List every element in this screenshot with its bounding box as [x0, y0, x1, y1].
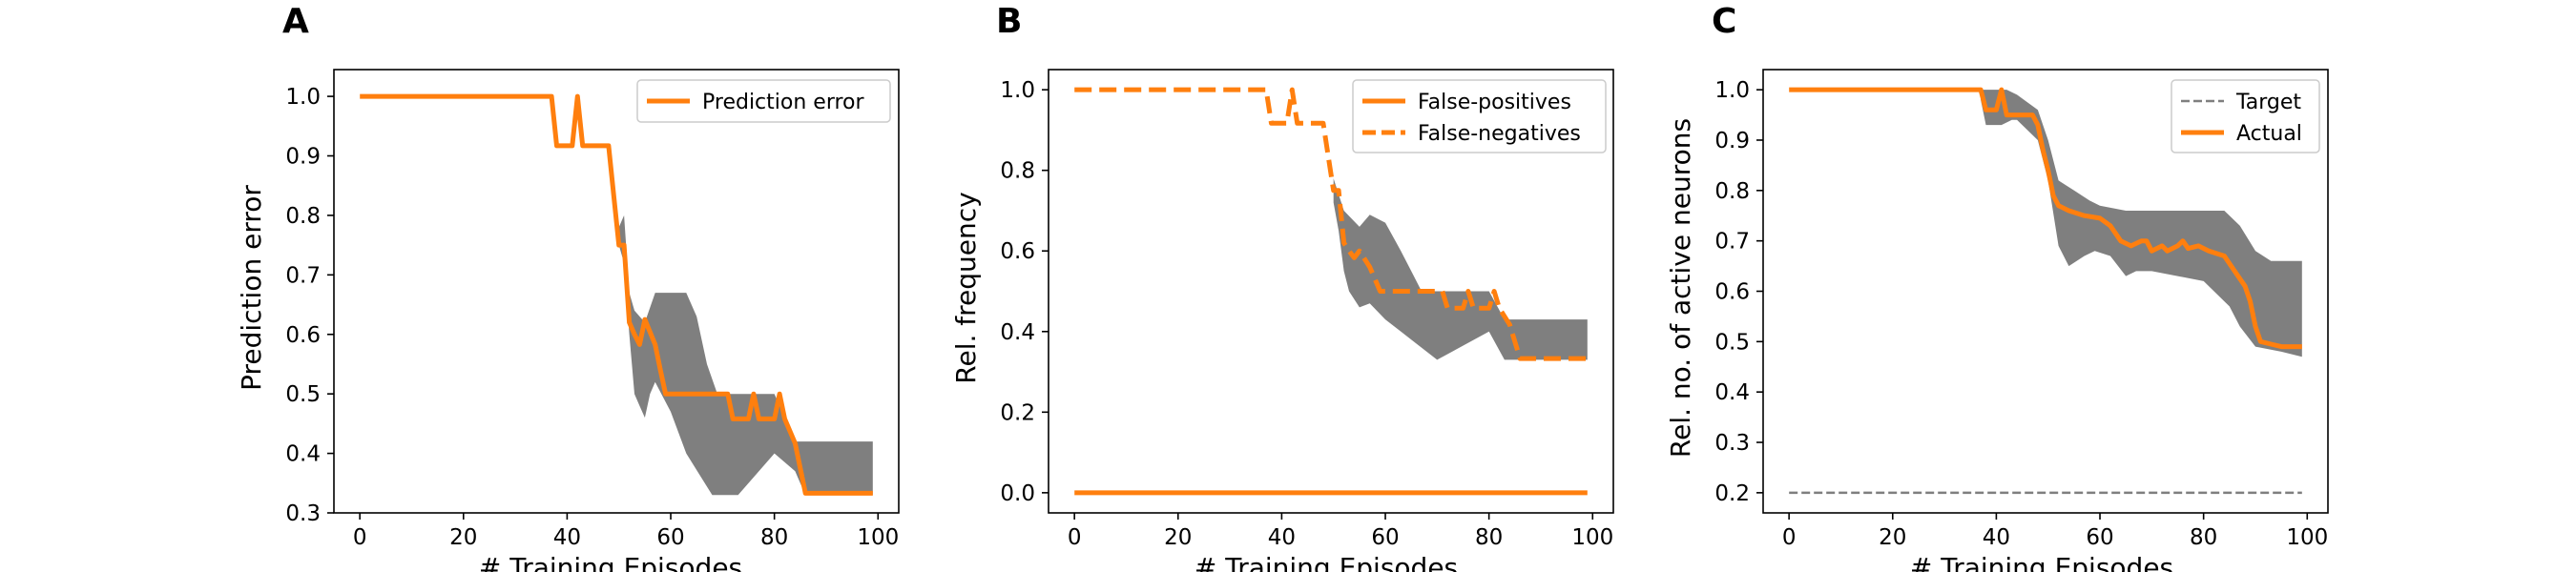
panel-a-x-tick-label: 60 — [656, 525, 684, 550]
panel-b-x-tick-label: 20 — [1164, 525, 1192, 550]
panel-c-y-tick-label: 0.6 — [1714, 280, 1750, 305]
panel-b: B 0 20 40 60 80 100 0.0 0.2 0.4 0.6 0.8 1.0 False-po… — [950, 2, 1614, 572]
panel-b-std-band — [1333, 178, 1588, 360]
panel-b-y-tick-label: 0.8 — [1000, 159, 1035, 184]
panel-b-x-tick-label: 0 — [1068, 525, 1082, 550]
panel-c-legend-label: Target — [2235, 91, 2301, 114]
panel-c-y-tick-label: 0.9 — [1714, 129, 1750, 153]
panel-b-x-tick-label: 60 — [1371, 525, 1399, 550]
panel-a-y-tick-label: 0.6 — [285, 323, 321, 348]
panel-c-y-tick-label: 0.7 — [1714, 230, 1750, 255]
panel-c-letter: C — [1712, 2, 1736, 41]
panel-a-y-tick-label: 0.7 — [285, 263, 321, 288]
panel-b-y-tick-label: 0.2 — [1000, 400, 1035, 425]
panel-b-y-tick-label: 0.0 — [1000, 481, 1035, 506]
panel-c-plot: 0 20 40 60 80 100 0.2 0.3 0.4 0.5 0.6 0.7 0.8 0.9 1.0 T… — [1714, 69, 2329, 550]
panel-a-y-tick-label: 0.5 — [285, 382, 321, 407]
panel-c-y-tick-label: 0.5 — [1714, 330, 1750, 355]
panel-a-ylabel: Prediction error — [236, 185, 267, 391]
panel-c-x-tick-label: 40 — [1983, 525, 2010, 550]
panel-a-y-tick-label: 0.4 — [285, 442, 321, 467]
panel-c-x-tick-label: 0 — [1782, 525, 1797, 550]
panel-c-x-tick-label: 20 — [1879, 525, 1906, 550]
panel-a-letter: A — [282, 2, 309, 41]
panel-a-std-band — [618, 214, 873, 496]
panel-a-y-tick-label: 0.3 — [285, 501, 321, 526]
panel-b-y-tick-label: 0.4 — [1000, 320, 1035, 345]
panel-c-legend: Target Actual — [2171, 79, 2320, 153]
panel-b-x-tick-label: 100 — [1571, 525, 1613, 550]
panel-a-x-tick-label: 80 — [760, 525, 788, 550]
panel-a: A 0 20 40 60 80 100 0.3 0.4 0.5 0.6 0.7 0.8 0.9 1.0 Pr… — [236, 2, 900, 572]
panel-b-y-tick-label: 1.0 — [1000, 78, 1035, 103]
panel-c-ylabel: Rel. no. of active neurons — [1665, 118, 1696, 458]
panel-a-x-tick-label: 40 — [553, 525, 581, 550]
panel-a-xlabel: # Training Episodes — [479, 552, 742, 572]
panel-a-y-tick-label: 0.8 — [285, 204, 321, 229]
panel-c: C 0 20 40 60 80 100 0.2 0.3 0.4 0.5 0.6 0.7 0.8 0.9 1.… — [1665, 2, 2329, 572]
panel-b-plot: 0 20 40 60 80 100 0.0 0.2 0.4 0.6 0.8 1.0 False-posi… — [1000, 69, 1614, 550]
panel-c-legend-label: Actual — [2236, 122, 2302, 146]
panel-b-series-false-negatives-line — [1074, 87, 1588, 361]
panel-c-x-tick-label: 100 — [2286, 525, 2328, 550]
panel-b-legend-label: False-positives — [1418, 91, 1571, 114]
panel-c-y-tick-label: 0.2 — [1714, 481, 1750, 506]
panel-a-y-tick-label: 0.9 — [285, 145, 321, 170]
panel-a-axes-frame — [333, 69, 900, 514]
panel-b-legend: False-positives False-negatives — [1352, 79, 1607, 153]
panel-a-x-tick-label: 100 — [857, 525, 899, 550]
panel-b-xlabel: # Training Episodes — [1195, 552, 1458, 572]
panel-b-legend-box — [1352, 79, 1607, 153]
panel-c-std-band — [1981, 90, 2302, 358]
panel-a-series-prediction-error-line — [360, 93, 873, 496]
panel-b-y-tick-label: 0.6 — [1000, 239, 1035, 264]
panel-a-y-tick-label: 1.0 — [285, 85, 321, 110]
panel-a-legend-label: Prediction error — [702, 91, 864, 114]
panel-a-legend-box — [636, 79, 891, 123]
panel-c-y-tick-label: 1.0 — [1714, 78, 1750, 103]
panel-c-x-tick-label: 80 — [2190, 525, 2217, 550]
panel-b-ylabel: Rel. frequency — [950, 192, 982, 383]
panel-a-plot: 0 20 40 60 80 100 0.3 0.4 0.5 0.6 0.7 0.8 0.9 1.0 Pred… — [285, 69, 900, 550]
panel-b-letter: B — [996, 2, 1022, 41]
panel-c-xlabel: # Training Episodes — [1910, 552, 2173, 572]
panel-c-y-tick-label: 0.4 — [1714, 380, 1750, 405]
panel-a-x-tick-label: 0 — [353, 525, 367, 550]
panel-a-legend: Prediction error — [636, 79, 891, 123]
panel-c-y-tick-label: 0.3 — [1714, 431, 1750, 456]
panel-b-x-tick-label: 80 — [1475, 525, 1503, 550]
panel-c-series-actual-line — [1789, 87, 2302, 350]
panel-b-x-tick-label: 40 — [1268, 525, 1296, 550]
panel-c-x-tick-label: 60 — [2086, 525, 2113, 550]
panel-b-legend-label: False-negatives — [1418, 122, 1581, 146]
panel-c-y-tick-label: 0.8 — [1714, 179, 1750, 204]
panel-b-axes-frame — [1048, 69, 1614, 514]
panel-a-x-tick-label: 20 — [449, 525, 477, 550]
